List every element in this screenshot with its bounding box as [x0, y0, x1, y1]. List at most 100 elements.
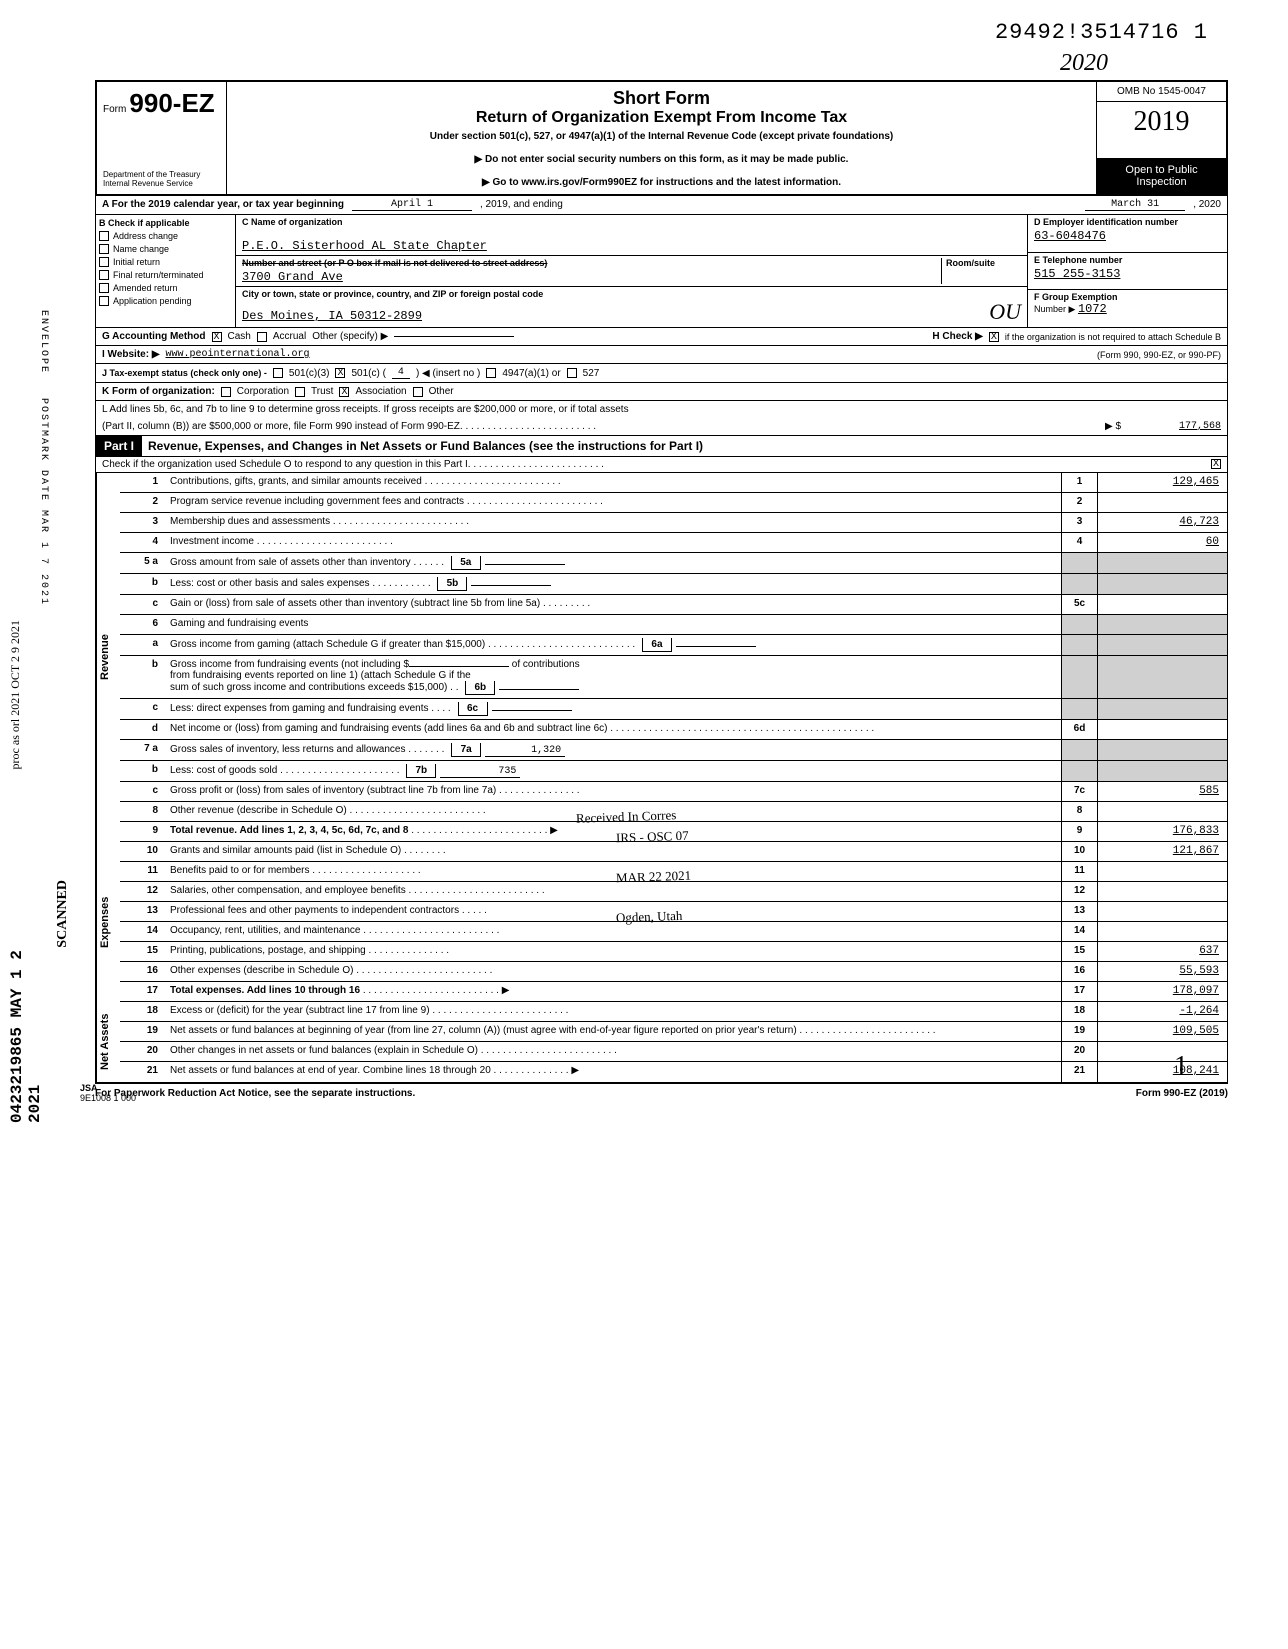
line-18-num: 18 [120, 1002, 164, 1021]
envelope-label: ENVELOPE [38, 310, 49, 374]
row-l: L Add lines 5b, 6c, and 7b to line 9 to … [95, 401, 1228, 436]
line-19-desc: Net assets or fund balances at beginning… [170, 1025, 797, 1036]
irs-label: Internal Revenue Service [103, 179, 220, 188]
other-method-input[interactable] [394, 336, 514, 337]
group-num-label: Number ▶ [1034, 304, 1075, 314]
line-11-box: 11 [1061, 862, 1097, 881]
tax-year: 2019 [1097, 102, 1226, 158]
line-5a-num: 5 a [120, 553, 164, 573]
pending-checkbox[interactable] [99, 296, 109, 306]
h-text2: (Form 990, 990-EZ, or 990-PF) [1097, 350, 1221, 360]
initial-checkbox[interactable] [99, 257, 109, 267]
accrual-label: Accrual [273, 331, 306, 342]
form-number-cell: Form 990-EZ Department of the Treasury I… [97, 82, 227, 194]
line-6-amt [1097, 615, 1227, 634]
ou-handwritten: OU [989, 299, 1021, 325]
trust-checkbox[interactable] [295, 387, 305, 397]
line-5c-box: 5c [1061, 595, 1097, 614]
cash-checkbox[interactable] [212, 332, 222, 342]
line-6d-amt [1097, 720, 1227, 739]
line-6a-desc: Gross income from gaming (attach Schedul… [170, 639, 485, 650]
line-7c-desc: Gross profit or (loss) from sales of inv… [170, 785, 496, 796]
group-label: F Group Exemption [1034, 292, 1221, 302]
col-b: B Check if applicable Address change Nam… [96, 215, 236, 327]
line-17-num: 17 [120, 982, 164, 1001]
line-19-amt: 109,505 [1097, 1022, 1227, 1041]
line-3-num: 3 [120, 513, 164, 532]
line-14-amt [1097, 922, 1227, 941]
name-change-checkbox[interactable] [99, 244, 109, 254]
line-6b-d4: sum of such gross income and contributio… [170, 682, 447, 693]
amended-checkbox[interactable] [99, 283, 109, 293]
line-8-num: 8 [120, 802, 164, 821]
line-6c-amt [1097, 699, 1227, 719]
line-5b-inbox: 5b [437, 577, 467, 591]
l-dots [460, 421, 1105, 432]
501c3-label: 501(c)(3) [289, 368, 330, 379]
j-label: J Tax-exempt status (check only one) - [102, 368, 267, 378]
recv-stamp-2: IRS - OSC 07 [616, 828, 689, 847]
assoc-checkbox[interactable] [339, 387, 349, 397]
line-21-num: 21 [120, 1062, 164, 1082]
line-5a-amt [1097, 553, 1227, 573]
col-c: C Name of organization P.E.O. Sisterhood… [236, 215, 1027, 327]
line-6-desc: Gaming and fundraising events [164, 615, 1061, 634]
other-method-label: Other (specify) ▶ [312, 331, 388, 342]
footer-left: For Paperwork Reduction Act Notice, see … [95, 1088, 415, 1099]
schedule-o-checkbox[interactable] [1211, 459, 1221, 469]
h-checkbox[interactable] [989, 332, 999, 342]
h-text: if the organization is not required to a… [1005, 332, 1221, 342]
accrual-checkbox[interactable] [257, 332, 267, 342]
line-3-amt: 46,723 [1097, 513, 1227, 532]
line-7c-num: c [120, 782, 164, 801]
batch-stamp: 0423219865 MAY 1 2 2021 [8, 910, 44, 1123]
501c3-checkbox[interactable] [273, 368, 283, 378]
return-title: Return of Organization Exempt From Incom… [233, 109, 1090, 127]
form-header: Form 990-EZ Department of the Treasury I… [95, 80, 1228, 196]
line-7b-inbox: 7b [406, 764, 436, 778]
tax-year-begin: April 1 [352, 199, 472, 211]
527-checkbox[interactable] [567, 368, 577, 378]
line-11-num: 11 [120, 862, 164, 881]
corp-checkbox[interactable] [221, 387, 231, 397]
line-7b-box [1061, 761, 1097, 781]
line-20-box: 20 [1061, 1042, 1097, 1061]
final-label: Final return/terminated [113, 270, 204, 280]
tax-year-end: March 31 [1085, 199, 1185, 211]
postmark-date: POSTMARK DATE MAR 1 7 2021 [38, 398, 49, 606]
addr-change-checkbox[interactable] [99, 231, 109, 241]
line-18-box: 18 [1061, 1002, 1097, 1021]
line-10-box: 10 [1061, 842, 1097, 861]
revenue-section: Revenue 1Contributions, gifts, grants, a… [95, 473, 1228, 842]
short-form-title: Short Form [233, 88, 1090, 109]
line-7c-box: 7c [1061, 782, 1097, 801]
line-7b-desc: Less: cost of goods sold [170, 765, 277, 776]
ssn-warning: ▶ Do not enter social security numbers o… [233, 154, 1090, 165]
line-6b-box [1061, 656, 1097, 698]
line-7a-box [1061, 740, 1097, 760]
row-i: I Website: ▶ www.peointernational.org (F… [95, 346, 1228, 364]
ein-label: D Employer identification number [1034, 217, 1221, 227]
line-4-desc: Investment income [170, 536, 254, 547]
line-6-num: 6 [120, 615, 164, 634]
line-21-box: 21 [1061, 1062, 1097, 1082]
city-state-zip: Des Moines, IA 50312-2899 [242, 309, 422, 323]
org-name: P.E.O. Sisterhood AL State Chapter [242, 239, 1021, 253]
other-org-checkbox[interactable] [413, 387, 423, 397]
501c-checkbox[interactable] [335, 368, 345, 378]
section-bcd: B Check if applicable Address change Nam… [95, 215, 1228, 328]
row-gh: G Accounting Method Cash Accrual Other (… [95, 328, 1228, 346]
addr-change-label: Address change [113, 231, 178, 241]
final-checkbox[interactable] [99, 270, 109, 280]
tel-label: E Telephone number [1034, 255, 1221, 265]
4947-checkbox[interactable] [486, 368, 496, 378]
line-17-amt: 178,097 [1097, 982, 1227, 1001]
proc-stamp: proc as orl 2021 OCT 2 9 2021 [8, 620, 23, 769]
line-6c-inbox: 6c [458, 702, 488, 716]
line-2-amt [1097, 493, 1227, 512]
street-addr: 3700 Grand Ave [242, 270, 941, 284]
footer-right: Form 990-EZ (2019) [1136, 1088, 1228, 1099]
l-text1: L Add lines 5b, 6c, and 7b to line 9 to … [102, 404, 1221, 415]
line-5b-box [1061, 574, 1097, 594]
line-7a-num: 7 a [120, 740, 164, 760]
